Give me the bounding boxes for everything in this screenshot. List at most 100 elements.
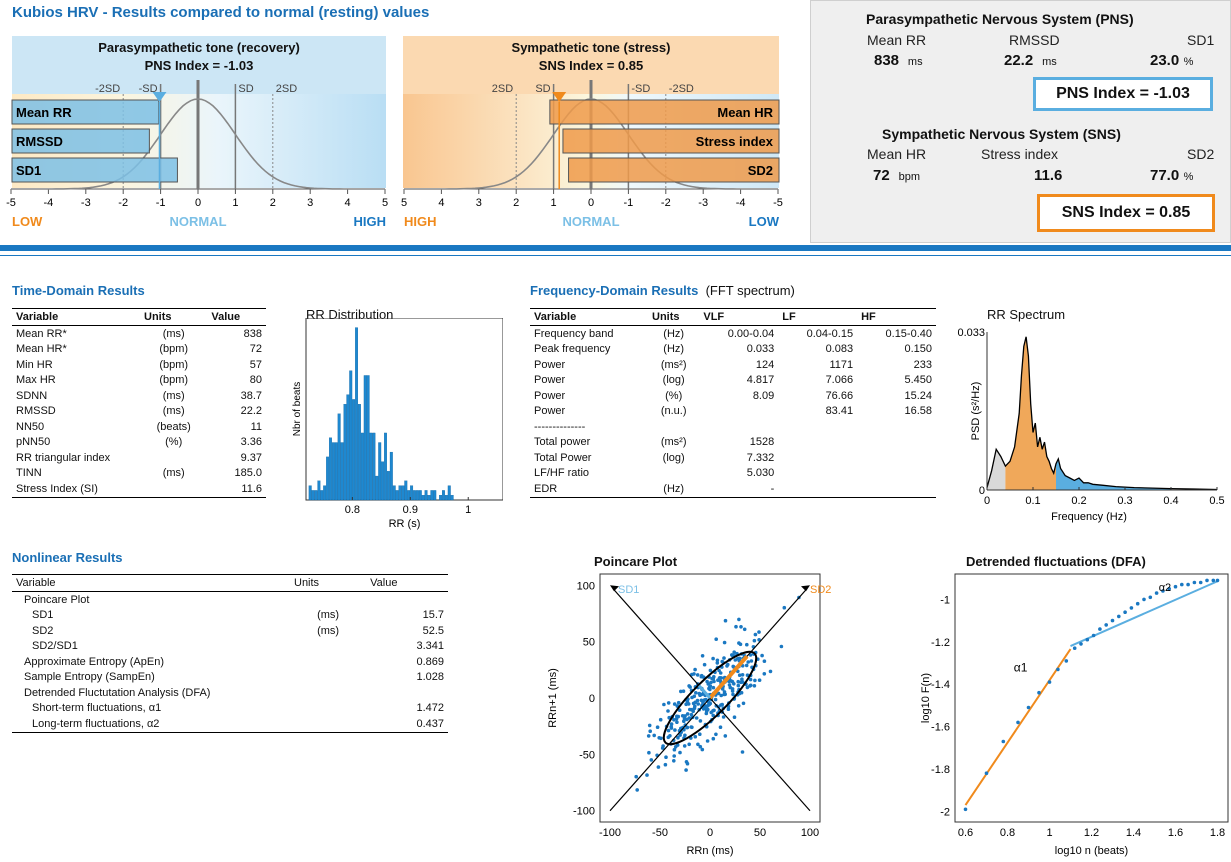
scatter-point bbox=[757, 638, 761, 642]
normal-label: NORMAL bbox=[169, 214, 226, 229]
scatter-point bbox=[736, 679, 740, 684]
scatter-point bbox=[732, 715, 737, 719]
sd-label: 2SD bbox=[276, 83, 297, 95]
col-units: Units bbox=[648, 308, 700, 326]
table-cell bbox=[366, 685, 448, 701]
scatter-point bbox=[748, 684, 752, 688]
histogram-bar bbox=[331, 442, 335, 501]
scatter-point bbox=[706, 707, 710, 712]
rr-spectrum-chart: 0 0.1 0.2 0.3 0.4 0.5 0 0.033 Frequency (Hz) PSD … bbox=[957, 327, 1224, 523]
table-row: Detrended Fluctutation Analysis (DFA) bbox=[12, 685, 448, 701]
table-cell: (Hz) bbox=[663, 327, 685, 340]
table-cell: 76.66 bbox=[825, 389, 854, 402]
table-cell: 0.033 bbox=[746, 343, 775, 356]
histogram-bar bbox=[340, 442, 344, 501]
scatter-point bbox=[685, 761, 690, 766]
histogram-bar bbox=[360, 432, 364, 501]
tick-label: 0.3 bbox=[1117, 495, 1132, 507]
col-units: Units bbox=[140, 308, 208, 326]
table-row: LF/HF ratio 5.030 bbox=[530, 466, 936, 482]
pns-label-sd1: SD1 bbox=[1187, 32, 1215, 48]
sd1-annotation: SD1 bbox=[618, 584, 639, 596]
histogram-bar bbox=[369, 432, 373, 501]
poincare-plot: SD1 SD2 -100 -100 -50 -50 0 0 50 50 100 100 RRn (ms)… bbox=[547, 573, 831, 857]
table-cell: Min HR bbox=[16, 358, 53, 371]
table-cell: 7.332 bbox=[746, 451, 775, 464]
table-cell bbox=[778, 466, 857, 482]
pns-label-meanrr: Mean RR bbox=[867, 32, 927, 48]
table-cell: (bpm) bbox=[159, 343, 189, 356]
tick-label: 1.2 bbox=[1084, 827, 1099, 839]
scatter-point bbox=[698, 732, 702, 736]
scatter-point bbox=[749, 659, 754, 663]
dfa-point bbox=[1148, 595, 1153, 600]
scatter-point bbox=[714, 732, 718, 737]
table-cell: 80 bbox=[249, 374, 262, 387]
pns-index-box: PNS Index = -1.03 bbox=[1033, 77, 1213, 111]
scatter-point bbox=[681, 689, 686, 693]
table-cell: 1171 bbox=[829, 358, 854, 371]
scatter-point bbox=[672, 702, 677, 706]
scatter-point bbox=[657, 736, 661, 740]
tick-label: 3 bbox=[476, 197, 482, 209]
scatter-point bbox=[760, 653, 764, 658]
dfa-point bbox=[984, 771, 989, 775]
table-cell bbox=[648, 419, 699, 435]
tick-label: -1.2 bbox=[931, 637, 950, 649]
histogram-bar bbox=[329, 437, 332, 501]
table-cell bbox=[140, 481, 207, 497]
scatter-point bbox=[757, 630, 761, 634]
dfa-point bbox=[1104, 623, 1108, 627]
scatter-point bbox=[676, 735, 680, 740]
dfa-point bbox=[1001, 739, 1006, 744]
tick-label: 5 bbox=[401, 197, 407, 209]
col-vlf: VLF bbox=[699, 308, 779, 326]
table-cell: 1.028 bbox=[416, 671, 444, 684]
summary-box: Parasympathetic Nervous System (PNS) Mea… bbox=[810, 0, 1231, 243]
dfa-point bbox=[1056, 667, 1060, 672]
table-row: SD2/SD1 3.341 bbox=[12, 639, 448, 655]
table-cell: 15.7 bbox=[422, 609, 444, 622]
histogram-bar bbox=[378, 442, 382, 501]
rr-distribution-chart: 0.8 0.9 1 RR (s) Nbr of beats bbox=[292, 318, 503, 530]
table-row: Power (n.u.) 83.41 16.58 bbox=[530, 404, 936, 420]
histogram-bar bbox=[357, 404, 361, 501]
table-cell: pNN50 bbox=[16, 436, 51, 449]
tick-label: -4 bbox=[736, 197, 746, 209]
histogram-bar bbox=[389, 451, 393, 501]
section-divider-thin bbox=[0, 255, 1231, 256]
table-cell: Long-term fluctuations, α2 bbox=[32, 717, 160, 730]
table-cell: SD2/SD1 bbox=[32, 640, 78, 653]
table-row: Peak frequency (Hz) 0.033 0.083 0.150 bbox=[530, 342, 936, 358]
table-cell bbox=[290, 685, 366, 701]
scatter-point bbox=[675, 743, 680, 747]
scatter-point bbox=[658, 717, 663, 722]
tick-label: 1 bbox=[465, 504, 471, 516]
histogram-bar bbox=[430, 490, 434, 501]
scatter-point bbox=[746, 660, 750, 664]
sns-index-box: SNS Index = 0.85 bbox=[1037, 194, 1215, 232]
table-cell bbox=[366, 592, 448, 608]
dfa-point bbox=[1205, 578, 1209, 583]
scatter-point bbox=[710, 676, 714, 681]
dfa-point bbox=[1047, 680, 1052, 684]
poincare-title: Poincare Plot bbox=[594, 554, 678, 569]
sns-value-stress: 11.6 bbox=[1034, 167, 1063, 184]
scatter-point bbox=[736, 704, 741, 708]
table-cell: 15.24 bbox=[904, 389, 932, 402]
table-row: RMSSD (ms) 22.2 bbox=[12, 404, 266, 420]
table-cell: 233 bbox=[913, 358, 932, 371]
dfa-point bbox=[1211, 578, 1216, 583]
scatter-point bbox=[689, 725, 693, 729]
pns-panel-title: Parasympathetic tone (recovery) bbox=[98, 40, 300, 55]
tick-label: -50 bbox=[579, 749, 595, 761]
dfa-point bbox=[1161, 589, 1165, 593]
tick-label: 100 bbox=[801, 827, 819, 839]
tick-label: 0.9 bbox=[403, 504, 418, 516]
tick-label: 50 bbox=[754, 827, 766, 839]
table-cell bbox=[857, 466, 936, 482]
scatter-point bbox=[708, 668, 713, 673]
table-cell: Mean RR* bbox=[16, 327, 67, 340]
scatter-point bbox=[696, 742, 700, 747]
dfa-point bbox=[1167, 587, 1171, 591]
